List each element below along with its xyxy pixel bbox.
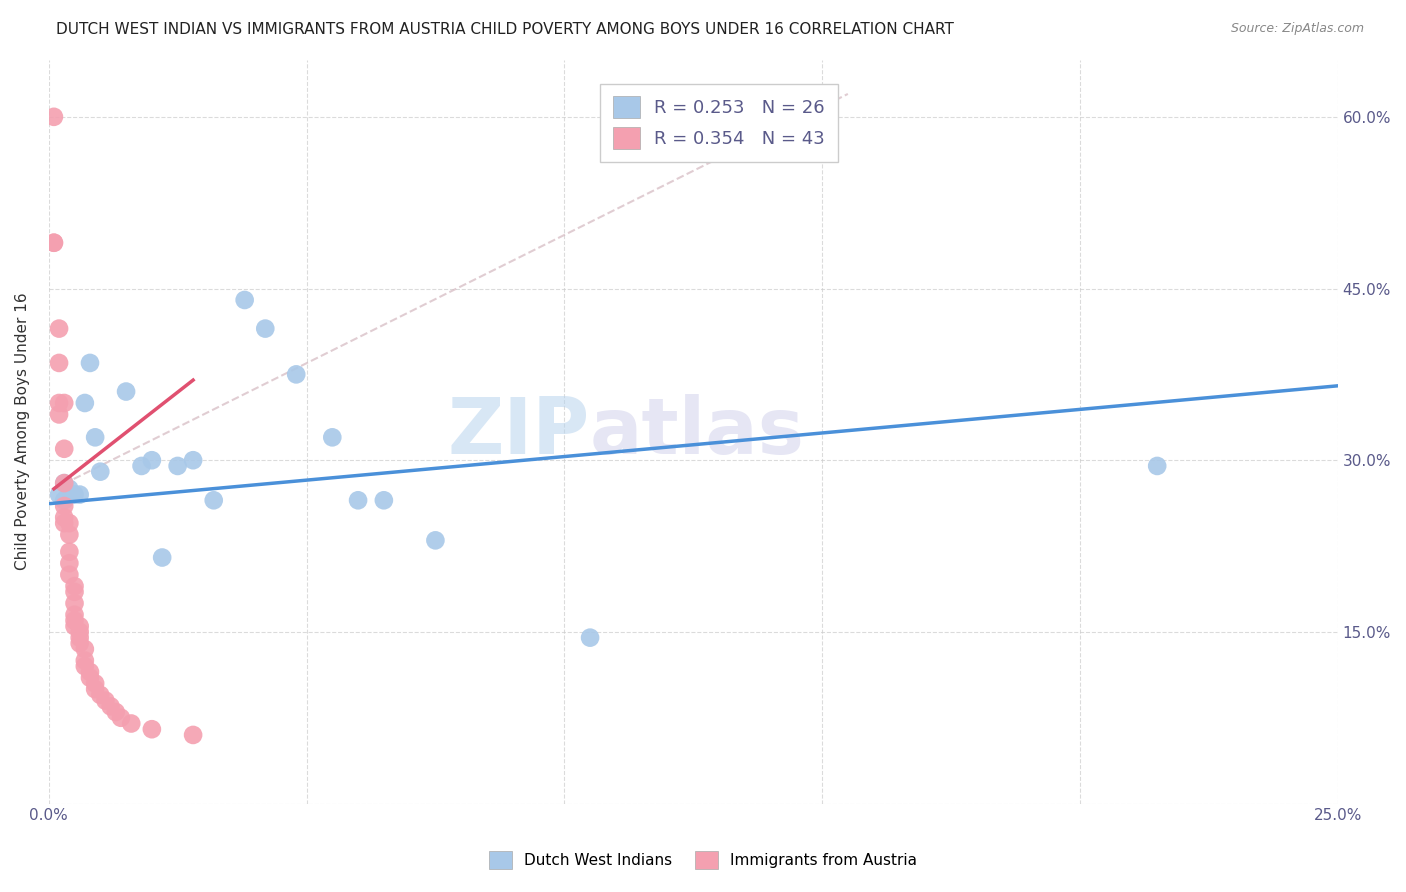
- Text: DUTCH WEST INDIAN VS IMMIGRANTS FROM AUSTRIA CHILD POVERTY AMONG BOYS UNDER 16 C: DUTCH WEST INDIAN VS IMMIGRANTS FROM AUS…: [56, 22, 955, 37]
- Point: [69, 487, 91, 501]
- Point: [48, 487, 70, 501]
- Point: [63, 619, 86, 633]
- Legend: Dutch West Indians, Immigrants from Austria: Dutch West Indians, Immigrants from Aust…: [482, 845, 924, 875]
- Point: [69, 619, 91, 633]
- Point: [53, 499, 76, 513]
- Point: [48, 356, 70, 370]
- Point: [150, 550, 173, 565]
- Point: [63, 607, 86, 622]
- Point: [141, 723, 163, 737]
- Text: atlas: atlas: [591, 393, 806, 469]
- Point: [84, 430, 107, 444]
- Point: [58, 556, 80, 570]
- Point: [89, 688, 111, 702]
- Point: [53, 510, 76, 524]
- Text: Source: ZipAtlas.com: Source: ZipAtlas.com: [1230, 22, 1364, 36]
- Point: [94, 693, 117, 707]
- Point: [84, 676, 107, 690]
- Point: [120, 716, 142, 731]
- Legend: R = 0.253   N = 26, R = 0.354   N = 43: R = 0.253 N = 26, R = 0.354 N = 43: [600, 84, 838, 161]
- Point: [48, 396, 70, 410]
- Point: [115, 384, 138, 399]
- Point: [69, 624, 91, 639]
- Point: [42, 235, 65, 250]
- Point: [104, 705, 127, 719]
- Point: [79, 671, 101, 685]
- Point: [425, 533, 447, 548]
- Point: [69, 631, 91, 645]
- Point: [48, 408, 70, 422]
- Point: [63, 585, 86, 599]
- Point: [73, 654, 96, 668]
- Point: [285, 368, 308, 382]
- Point: [63, 596, 86, 610]
- Point: [58, 567, 80, 582]
- Point: [58, 516, 80, 531]
- Point: [79, 665, 101, 679]
- Point: [181, 728, 204, 742]
- Point: [53, 476, 76, 491]
- Y-axis label: Child Poverty Among Boys Under 16: Child Poverty Among Boys Under 16: [15, 293, 30, 570]
- Point: [69, 636, 91, 650]
- Point: [579, 631, 602, 645]
- Point: [347, 493, 370, 508]
- Point: [42, 235, 65, 250]
- Point: [321, 430, 343, 444]
- Point: [48, 321, 70, 335]
- Point: [53, 442, 76, 456]
- Point: [233, 293, 256, 307]
- Point: [1146, 458, 1168, 473]
- Point: [141, 453, 163, 467]
- Point: [110, 711, 132, 725]
- Point: [63, 614, 86, 628]
- Point: [73, 642, 96, 657]
- Point: [79, 356, 101, 370]
- Point: [53, 493, 76, 508]
- Point: [63, 487, 86, 501]
- Point: [58, 545, 80, 559]
- Point: [254, 321, 277, 335]
- Point: [373, 493, 395, 508]
- Point: [58, 482, 80, 496]
- Point: [84, 682, 107, 697]
- Point: [53, 476, 76, 491]
- Point: [53, 396, 76, 410]
- Point: [202, 493, 225, 508]
- Point: [166, 458, 188, 473]
- Text: ZIP: ZIP: [449, 393, 591, 469]
- Point: [73, 396, 96, 410]
- Point: [73, 659, 96, 673]
- Point: [58, 527, 80, 541]
- Point: [131, 458, 153, 473]
- Point: [63, 579, 86, 593]
- Point: [53, 516, 76, 531]
- Point: [181, 453, 204, 467]
- Point: [100, 699, 122, 714]
- Point: [89, 465, 111, 479]
- Point: [42, 110, 65, 124]
